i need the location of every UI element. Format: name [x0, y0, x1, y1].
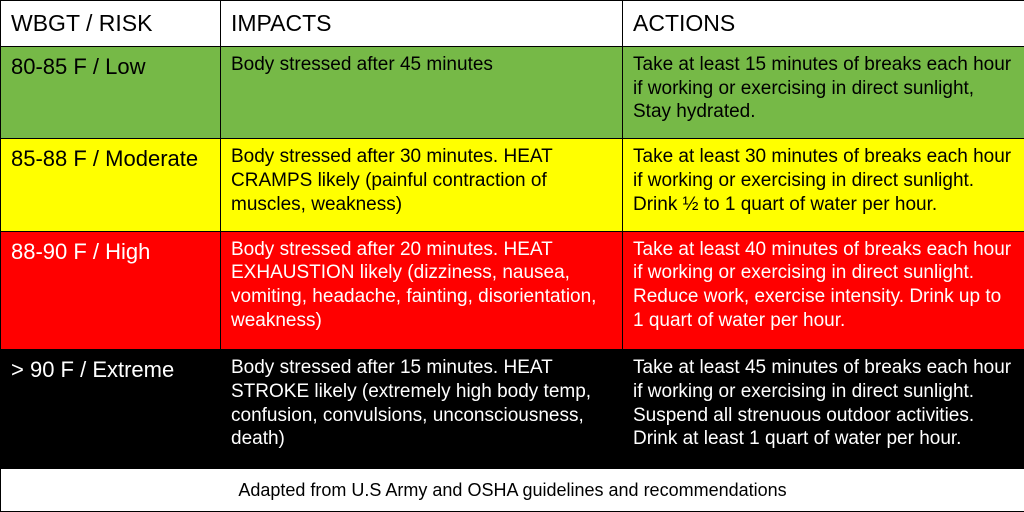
cell-impacts: Body stressed after 45 minutes: [221, 46, 623, 138]
cell-actions: Take at least 40 minutes of breaks each …: [623, 231, 1024, 349]
table-row: > 90 F / Extreme Body stressed after 15 …: [1, 350, 1024, 468]
cell-actions: Take at least 15 minutes of breaks each …: [623, 46, 1024, 138]
table-body: 80-85 F / Low Body stressed after 45 min…: [1, 46, 1024, 468]
table-row: 85-88 F / Moderate Body stressed after 3…: [1, 139, 1024, 231]
cell-impacts: Body stressed after 15 minutes. HEAT STR…: [221, 350, 623, 468]
cell-risk: 85-88 F / Moderate: [1, 139, 221, 231]
cell-impacts: Body stressed after 30 minutes. HEAT CRA…: [221, 139, 623, 231]
cell-actions: Take at least 45 minutes of breaks each …: [623, 350, 1024, 468]
cell-risk: 80-85 F / Low: [1, 46, 221, 138]
table-row: 88-90 F / High Body stressed after 20 mi…: [1, 231, 1024, 349]
col-header-impacts: IMPACTS: [221, 1, 623, 47]
col-header-actions: ACTIONS: [623, 1, 1024, 47]
cell-risk: > 90 F / Extreme: [1, 350, 221, 468]
footer-note: Adapted from U.S Army and OSHA guideline…: [1, 468, 1024, 512]
cell-impacts: Body stressed after 20 minutes. HEAT EXH…: [221, 231, 623, 349]
table-row: 80-85 F / Low Body stressed after 45 min…: [1, 46, 1024, 138]
col-header-risk: WBGT / RISK: [1, 1, 221, 47]
table-footer-row: Adapted from U.S Army and OSHA guideline…: [1, 468, 1024, 512]
cell-risk: 88-90 F / High: [1, 231, 221, 349]
table-header-row: WBGT / RISK IMPACTS ACTIONS: [1, 1, 1024, 47]
wbgt-risk-table: WBGT / RISK IMPACTS ACTIONS 80-85 F / Lo…: [0, 0, 1024, 512]
cell-actions: Take at least 30 minutes of breaks each …: [623, 139, 1024, 231]
